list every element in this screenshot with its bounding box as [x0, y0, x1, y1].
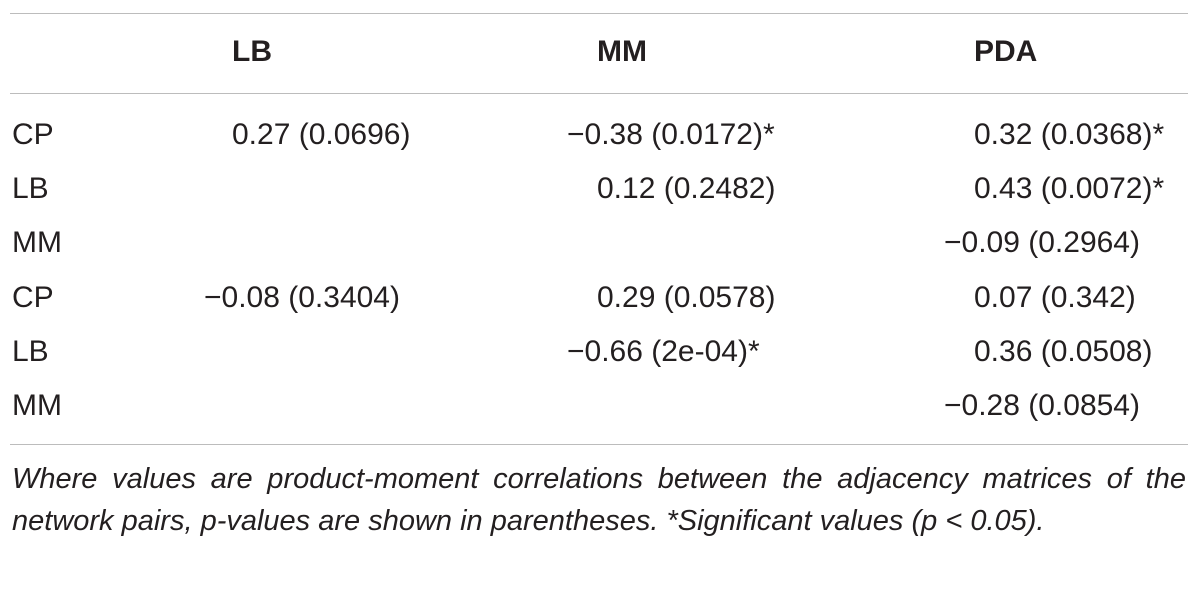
table-cell-mm: −0.38 (0.0172)*	[567, 118, 775, 151]
table-cell-mm: 0.12 (0.2482)	[597, 172, 776, 205]
table-cell-pda: 0.43 (0.0072)*	[974, 172, 1165, 205]
table-cell-lb: −0.08 (0.3404)	[204, 281, 400, 314]
table-cell-pda: −0.09 (0.2964)	[944, 226, 1140, 259]
row-label-cp: CP	[12, 281, 54, 314]
column-header-pda: PDA	[974, 35, 1038, 68]
table-top-rule	[10, 13, 1188, 14]
row-label-cp: CP	[12, 118, 54, 151]
header-divider	[10, 93, 1188, 94]
table-bottom-rule	[10, 444, 1188, 445]
row-label-mm: MM	[12, 389, 62, 422]
column-header-mm: MM	[597, 35, 647, 68]
row-label-lb: LB	[12, 172, 49, 205]
table-cell-mm: 0.29 (0.0578)	[597, 281, 776, 314]
table-cell-mm: −0.66 (2e-04)*	[567, 335, 760, 368]
table-cell-pda: 0.32 (0.0368)*	[974, 118, 1165, 151]
row-label-mm: MM	[12, 226, 62, 259]
table-cell-pda: −0.28 (0.0854)	[944, 389, 1140, 422]
row-label-lb: LB	[12, 335, 49, 368]
table-cell-pda: 0.36 (0.0508)	[974, 335, 1153, 368]
table-cell-lb: 0.27 (0.0696)	[232, 118, 411, 151]
table-footnote: Where values are product-moment correlat…	[12, 463, 1186, 537]
column-header-lb: LB	[232, 35, 272, 68]
table-cell-pda: 0.07 (0.342)	[974, 281, 1136, 314]
